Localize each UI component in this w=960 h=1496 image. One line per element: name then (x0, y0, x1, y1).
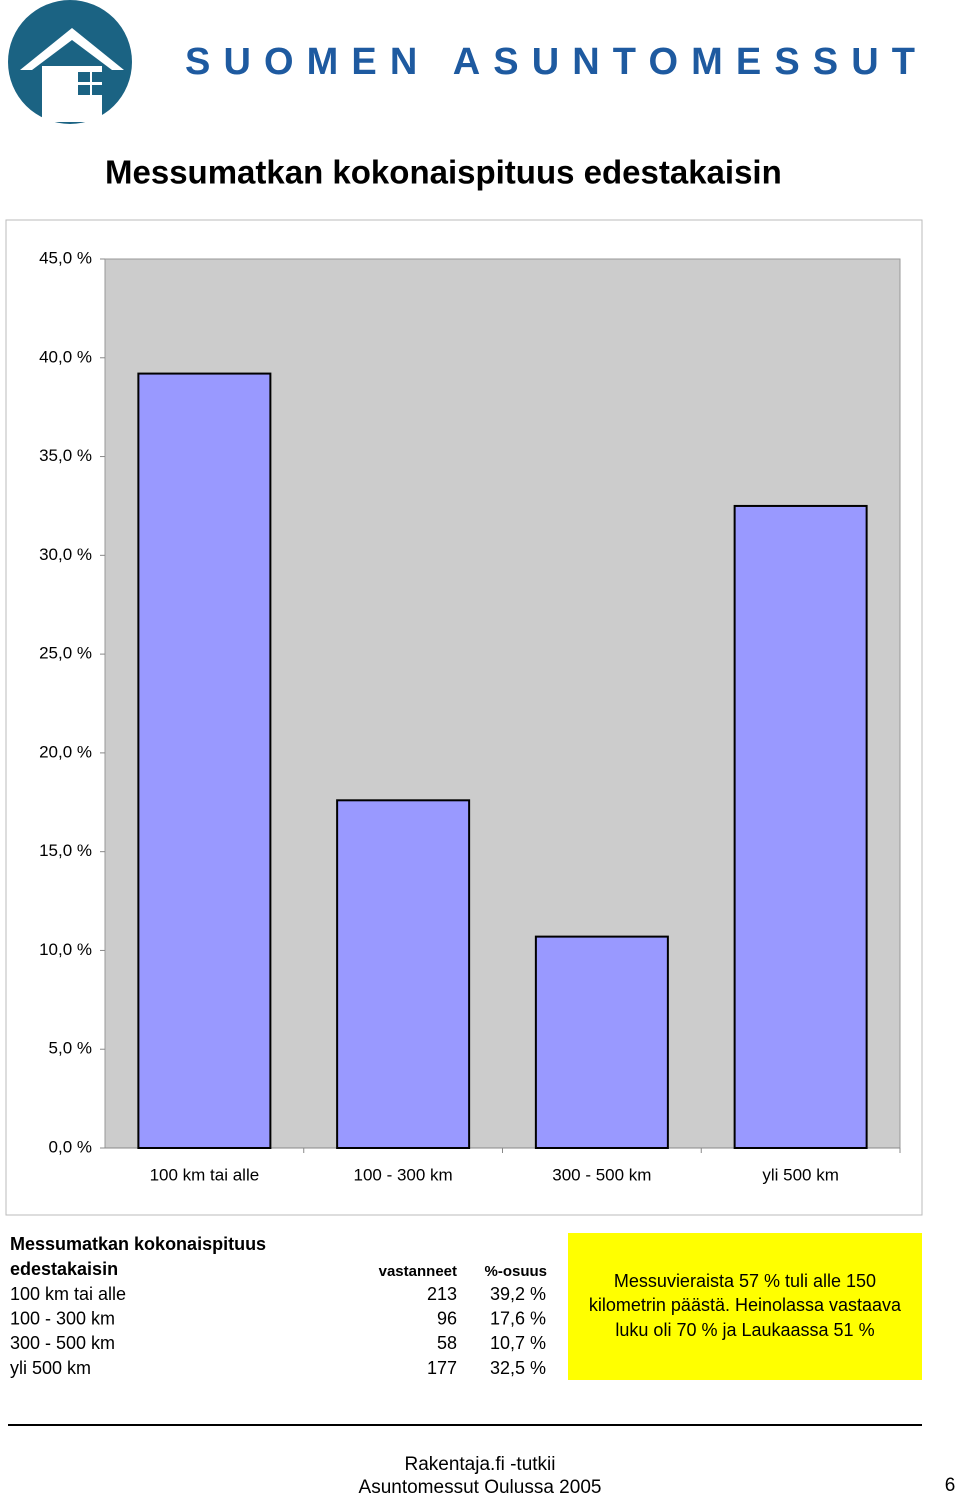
brand: SUOMEN ASUNTOMESSUT (185, 41, 915, 83)
note-line: luku oli 70 % ja Laukaassa 51 % (615, 1320, 874, 1340)
x-tick-label: 300 - 500 km (552, 1165, 651, 1184)
column-header: %-osuus (484, 1263, 547, 1280)
y-tick-label: 40,0 % (39, 347, 92, 366)
row-label: 300 - 500 km (10, 1333, 115, 1353)
y-tick-label: 35,0 % (39, 446, 92, 465)
bar (137, 372, 272, 1149)
table-title: edestakaisin (10, 1259, 118, 1279)
row-count: 58 (437, 1333, 457, 1353)
row-share: 17,6 % (490, 1308, 546, 1328)
column-header: vastanneet (379, 1263, 457, 1280)
note-line: Messuvieraista 57 % tuli alle 150 (614, 1271, 876, 1291)
y-tick-label: 20,0 % (39, 742, 92, 761)
row-label: 100 km tai alle (10, 1284, 126, 1304)
bar (534, 935, 669, 1149)
footer-line: Rakentaja.fi -tutkii (404, 1454, 555, 1475)
x-tick-label: 100 - 300 km (354, 1165, 453, 1184)
x-tick-label: yli 500 km (762, 1165, 839, 1184)
y-tick-label: 45,0 % (39, 248, 92, 267)
row-count: 177 (427, 1358, 457, 1378)
chart-title: Messumatkan kokonaispituus edestakaisin (105, 154, 782, 191)
row-label: yli 500 km (10, 1358, 91, 1378)
chart: 0,0 % 5,0 % 10,0 % 15,0 % 20,0 % 25,0 % 30,0 %… (39, 248, 901, 1184)
row-count: 96 (437, 1308, 457, 1328)
table-title: Messumatkan kokonaispituus (10, 1234, 266, 1254)
x-tick-label: 100 km tai alle (150, 1165, 260, 1184)
note-line: kilometrin päästä. Heinolassa vastaava (589, 1295, 902, 1315)
y-tick-label: 15,0 % (39, 841, 92, 860)
row-share: 10,7 % (490, 1333, 546, 1353)
logo (8, 0, 132, 124)
page-number: 6 (945, 1475, 956, 1496)
note-box (568, 1233, 922, 1380)
y-tick-label: 25,0 % (39, 644, 92, 663)
table-rows: 100 km tai alle 213 39,2 % 100 - 300 km 96 17… (10, 1284, 546, 1378)
y-tick-label: 5,0 % (49, 1039, 92, 1058)
bar (336, 799, 471, 1150)
y-tick-label: 0,0 % (49, 1137, 92, 1156)
y-tick-label: 10,0 % (39, 940, 92, 959)
y-tick-label: 30,0 % (39, 545, 92, 564)
row-label: 100 - 300 km (10, 1308, 115, 1328)
row-count: 213 (427, 1284, 457, 1304)
row-share: 39,2 % (490, 1284, 546, 1304)
row-share: 32,5 % (490, 1358, 546, 1378)
bar (733, 504, 868, 1149)
footer-line: Asuntomessut Oulussa 2005 (359, 1477, 602, 1496)
